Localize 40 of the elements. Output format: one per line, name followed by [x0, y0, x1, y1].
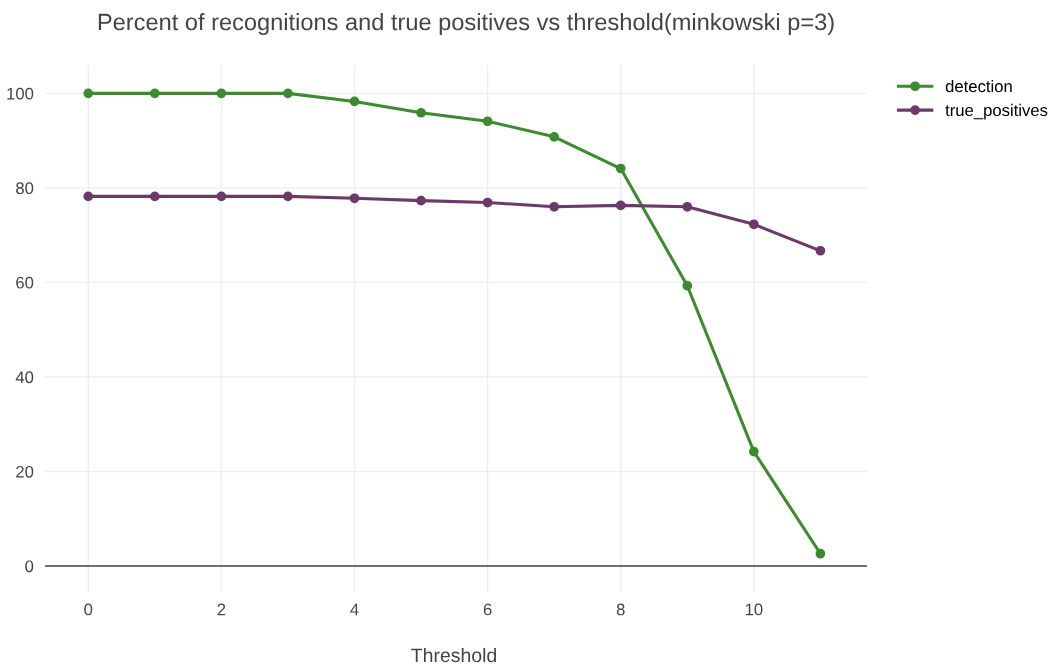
point — [283, 88, 293, 99]
x-axis-title: Threshold — [411, 647, 496, 663]
point — [482, 116, 493, 127]
y-tick-label: 80 — [16, 182, 34, 195]
point — [815, 245, 826, 256]
point — [283, 191, 293, 202]
point — [83, 191, 94, 202]
x-tick-label: 6 — [483, 603, 492, 616]
point — [416, 195, 426, 206]
point — [549, 201, 560, 212]
y-tick-label: 0 — [25, 560, 34, 573]
point — [682, 201, 693, 212]
y-tick-label: 100 — [7, 87, 34, 100]
point — [216, 88, 227, 99]
point — [349, 96, 360, 107]
chart-title: Percent of recognitions and true positives vs threshold(minkowski p=3) — [98, 13, 834, 35]
point — [149, 191, 160, 202]
x-tick-label: 0 — [84, 603, 93, 616]
y-tick-label: 60 — [16, 276, 34, 289]
y-tick-label: 40 — [15, 371, 34, 384]
legend-label: true_positives — [945, 103, 1048, 120]
x-tick-label: 10 — [745, 603, 763, 616]
point — [615, 163, 626, 174]
point — [416, 107, 426, 118]
x-tick-label: 4 — [350, 603, 359, 616]
point — [748, 446, 759, 457]
point — [682, 280, 693, 291]
x-tick-label: 8 — [616, 603, 625, 616]
point — [748, 219, 759, 230]
point — [549, 131, 560, 142]
point — [482, 197, 493, 208]
point — [349, 193, 360, 204]
point — [216, 191, 227, 202]
point — [83, 88, 94, 99]
point — [149, 88, 160, 99]
point — [815, 548, 826, 559]
point — [615, 200, 626, 211]
y-tick-label: 20 — [16, 465, 34, 478]
x-tick-label: 2 — [217, 603, 226, 616]
legend-label: detection — [945, 80, 1012, 93]
